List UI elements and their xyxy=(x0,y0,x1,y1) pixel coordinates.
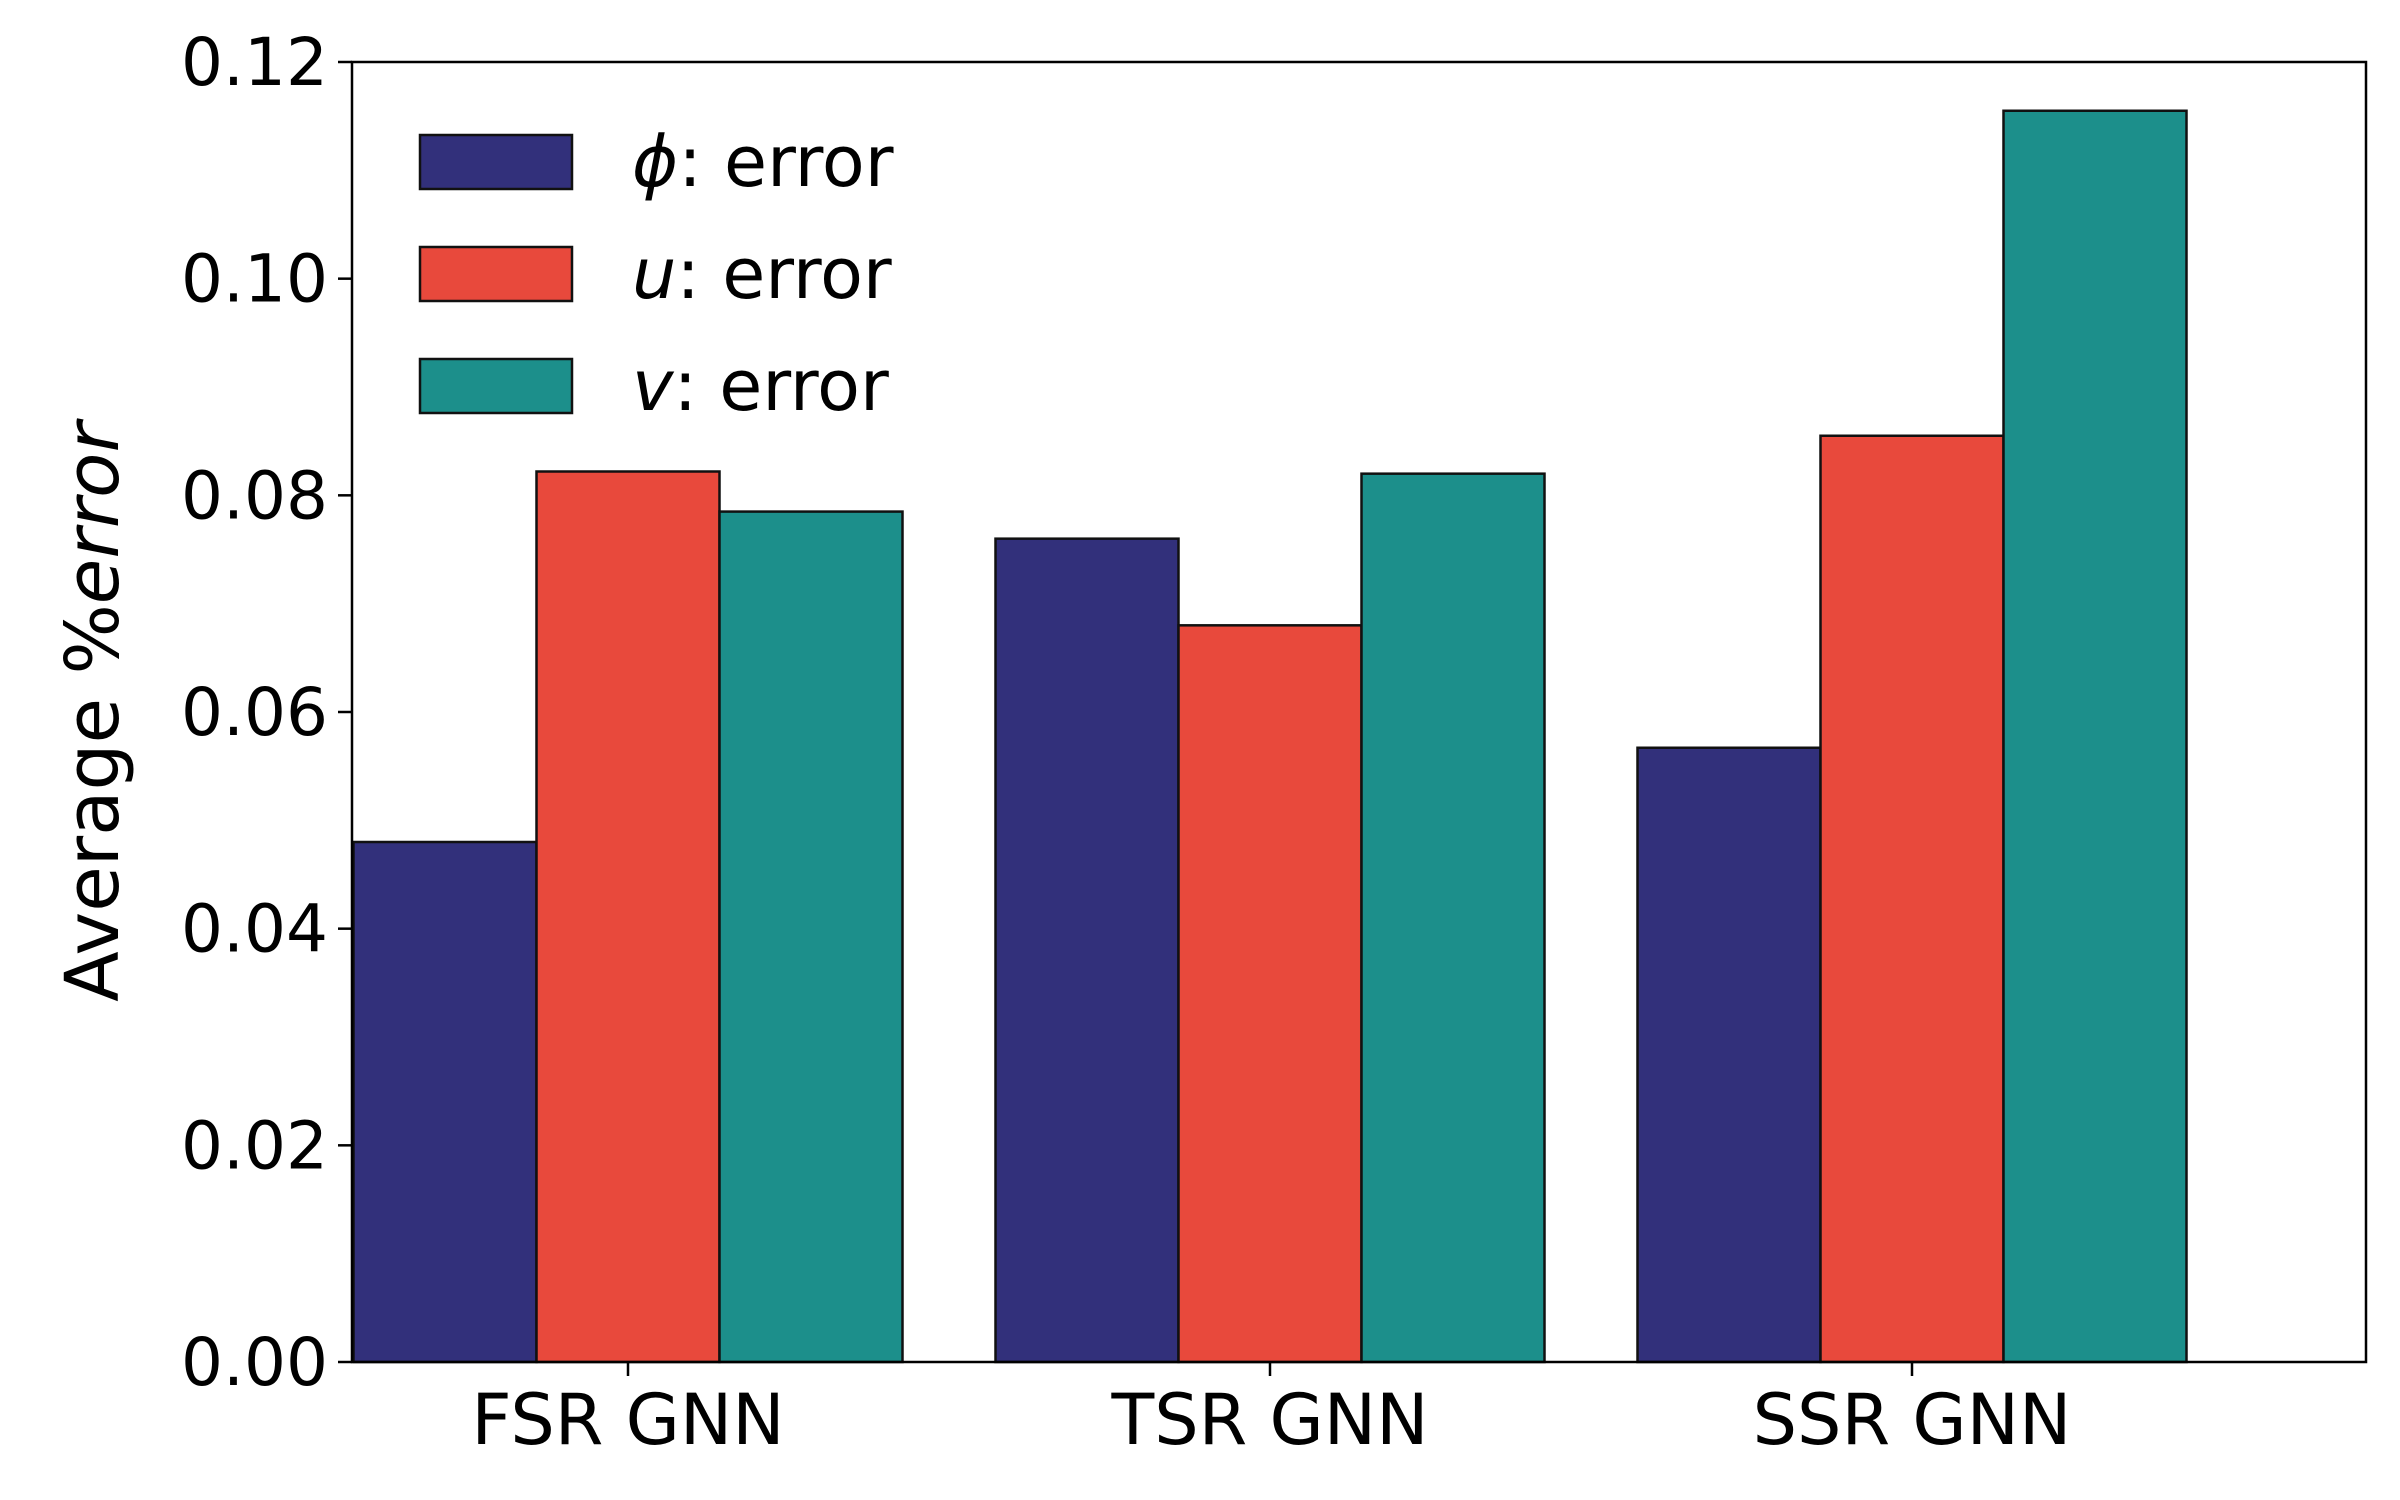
legend-label: u: error xyxy=(632,233,892,315)
bar-u-fsr-gnn xyxy=(535,470,721,1364)
y-tick-label: 0.04 xyxy=(181,891,328,968)
bar-ϕ-fsr-gnn xyxy=(352,840,538,1364)
legend-swatch xyxy=(418,357,574,415)
legend-swatch xyxy=(418,133,574,191)
y-tick-label: 0.08 xyxy=(181,457,328,534)
y-axis: 0.00 0.02 0.04 0.06 0.08 0.10 0.12 xyxy=(181,24,352,1401)
y-axis-label-italic: error xyxy=(50,418,136,605)
bar-v-ssr-gnn xyxy=(2002,109,2188,1364)
x-category-label: TSR GNN xyxy=(1110,1379,1428,1461)
y-tick-label: 0.06 xyxy=(181,674,328,751)
bar-v-tsr-gnn xyxy=(1360,472,1546,1364)
bar-ϕ-tsr-gnn xyxy=(994,537,1180,1364)
legend-suffix: : error xyxy=(678,121,894,203)
legend-symbol: u xyxy=(632,233,676,315)
x-category-label: SSR GNN xyxy=(1753,1379,2072,1461)
y-tick-label: 0.00 xyxy=(181,1324,328,1401)
x-category-label: FSR GNN xyxy=(471,1379,784,1461)
bar-v-fsr-gnn xyxy=(718,510,904,1364)
legend-suffix: : error xyxy=(673,345,889,427)
x-axis: FSR GNN TSR GNN SSR GNN xyxy=(471,1362,2071,1461)
bar-ϕ-ssr-gnn xyxy=(1636,746,1822,1364)
y-tick-label: 0.10 xyxy=(181,241,328,318)
legend-label: v: error xyxy=(632,345,889,427)
y-tick-label: 0.02 xyxy=(181,1107,328,1184)
y-tick-label: 0.12 xyxy=(181,24,328,101)
y-axis-label: Average %error xyxy=(50,418,136,1002)
legend-symbol: v xyxy=(632,345,675,427)
y-axis-label-prefix: Average % xyxy=(50,604,136,1002)
legend-suffix: : error xyxy=(676,233,892,315)
legend-label: ϕ: error xyxy=(632,121,894,203)
bars-layer xyxy=(352,109,2188,1364)
bar-u-ssr-gnn xyxy=(1819,434,2005,1364)
bar-u-tsr-gnn xyxy=(1177,624,1363,1364)
legend-swatch xyxy=(418,245,574,303)
legend-symbol: ϕ xyxy=(632,121,678,203)
